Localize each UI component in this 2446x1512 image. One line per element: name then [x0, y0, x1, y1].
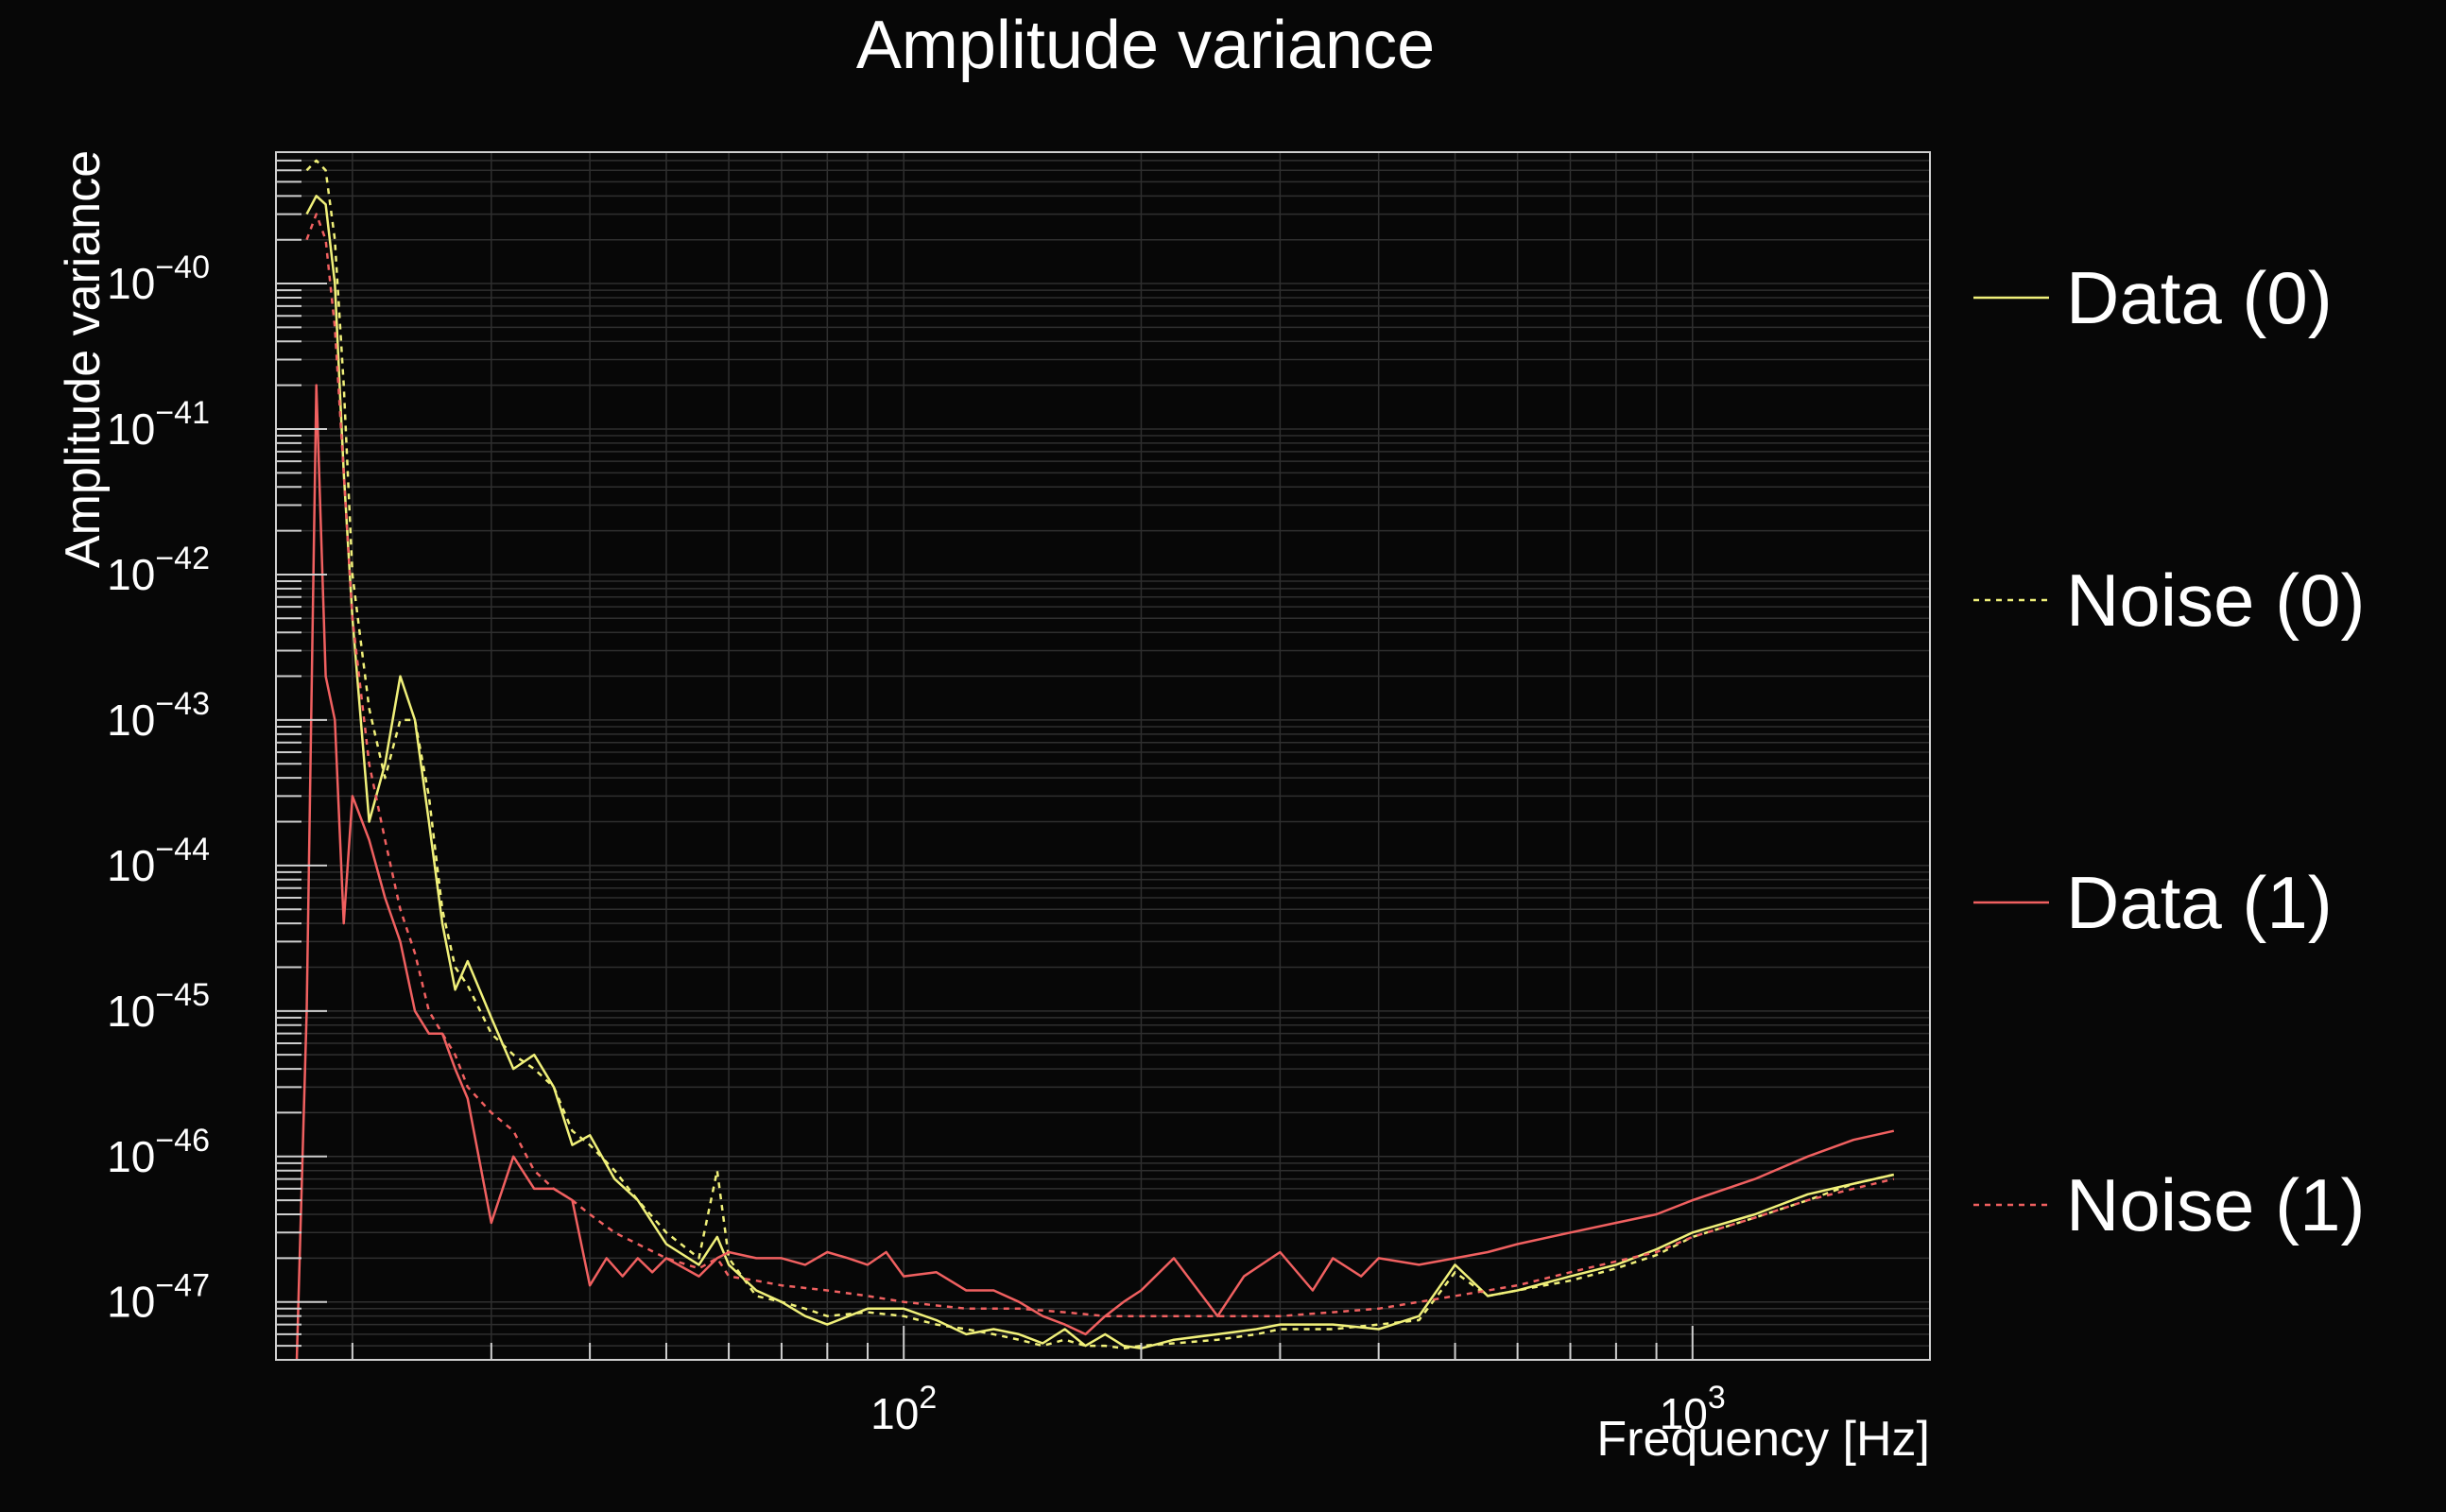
y-axis-label: Amplitude variance: [56, 150, 111, 568]
x-tick-label: 103: [1660, 1380, 1726, 1438]
y-tick-label: 10−45: [107, 977, 210, 1036]
y-tick-label: 10−40: [107, 249, 210, 308]
series-line-2: [305, 159, 1895, 1350]
legend-label-2: Noise (0): [2066, 558, 2365, 642]
plot-frame: [275, 151, 1931, 1361]
legend-label-1: Data (0): [2066, 256, 2333, 339]
y-tick-label: 10−41: [107, 395, 210, 454]
tick-layer: 10−40 10−41 10−42 10−43 10−44 10−45 10−46 10−47…: [107, 151, 1931, 1438]
y-tick-label: 10−47: [107, 1268, 210, 1327]
y-tick-label: 10−44: [107, 832, 210, 890]
legend: Data (0) Noise (0) Data (1) Noise (1): [1973, 256, 2365, 1246]
y-tick-label: 10−46: [107, 1123, 210, 1181]
legend-label-4: Noise (1): [2066, 1163, 2365, 1246]
series-line-3: [295, 384, 1895, 1361]
y-tick-label: 10−43: [107, 686, 210, 745]
grid-layer: [276, 151, 1931, 1361]
x-tick-label: 102: [870, 1380, 937, 1438]
y-tick-label: 10−42: [107, 541, 210, 599]
series-layer: [295, 159, 1895, 1361]
series-line-1: [305, 195, 1895, 1350]
legend-label-3: Data (1): [2066, 861, 2333, 944]
x-axis-label: Frequency [Hz]: [1596, 1412, 1930, 1467]
chart-title: Amplitude variance: [856, 8, 1435, 83]
